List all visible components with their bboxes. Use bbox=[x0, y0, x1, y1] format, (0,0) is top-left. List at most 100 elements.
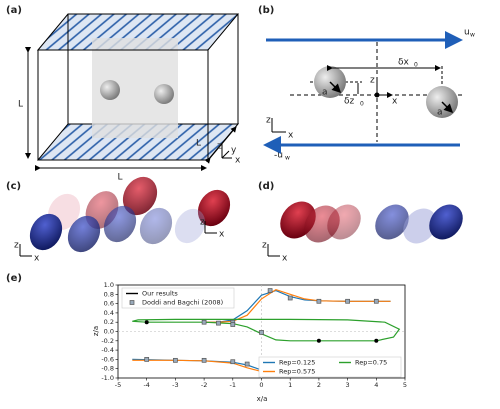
marker bbox=[230, 359, 236, 365]
marker bbox=[374, 338, 379, 343]
panel-label: (a) bbox=[6, 5, 22, 16]
marker bbox=[230, 322, 236, 327]
marker bbox=[316, 338, 321, 343]
axes-glyph bbox=[376, 80, 392, 95]
ellipsoid bbox=[122, 176, 158, 216]
x-axis-label: x/a bbox=[257, 395, 268, 403]
legend-box bbox=[121, 287, 235, 309]
axis-label: z bbox=[262, 241, 267, 251]
y-tick-label: 1.0 bbox=[104, 281, 114, 289]
wall-label: u bbox=[464, 28, 470, 38]
dz-label-sub: 0 bbox=[360, 101, 364, 108]
ellipsoid bbox=[429, 204, 463, 240]
marker bbox=[144, 357, 150, 362]
marker bbox=[216, 320, 221, 326]
marker bbox=[201, 357, 207, 363]
ellipsoid bbox=[403, 208, 437, 244]
dim-label: L bbox=[196, 139, 201, 149]
panel-a: (a) L L L z x y bbox=[6, 5, 241, 183]
axes-glyph bbox=[204, 221, 217, 234]
axis-label: z bbox=[217, 142, 222, 152]
ellipsoid bbox=[174, 208, 206, 244]
dim-label: L bbox=[117, 173, 122, 183]
axis-label: z bbox=[14, 241, 19, 251]
x-tick-label: 3 bbox=[346, 381, 350, 389]
y-tick-label: 0.6 bbox=[104, 300, 114, 308]
legend-label: Rep=0.125 bbox=[279, 359, 315, 367]
panel-label: (e) bbox=[6, 273, 22, 284]
marker bbox=[316, 298, 322, 304]
x-tick-label: -3 bbox=[172, 381, 178, 389]
axis-label: x bbox=[235, 156, 241, 166]
x-tick-label: -5 bbox=[115, 381, 121, 389]
dim-label: L bbox=[18, 100, 23, 110]
x-tick-label: 2 bbox=[317, 381, 321, 389]
ellipsoid bbox=[29, 213, 63, 251]
marker bbox=[244, 361, 250, 367]
radius bbox=[441, 101, 454, 114]
x-tick-label: 1 bbox=[288, 381, 292, 389]
panel-label: (d) bbox=[258, 181, 274, 192]
ellipsoid bbox=[375, 204, 409, 240]
panel-d: (d) z x bbox=[258, 181, 463, 264]
y-tick-label: -0.6 bbox=[101, 355, 114, 363]
wall-label: -u bbox=[274, 151, 283, 161]
axes-glyph bbox=[271, 118, 286, 133]
legend-swatch bbox=[129, 300, 135, 305]
panel-label: (c) bbox=[6, 181, 21, 192]
marker bbox=[373, 298, 379, 304]
radius-label: a bbox=[322, 88, 328, 98]
axis-label: x bbox=[392, 97, 398, 107]
dim-arrow bbox=[204, 126, 237, 164]
x-tick-label: -1 bbox=[230, 381, 236, 389]
panel-e: (e) x/a z/a -5 -4 -3 -2 -1 0 1 2 3 4 5 -1.0-0.8 -0.6… bbox=[6, 273, 407, 403]
ellipsoid bbox=[139, 207, 173, 245]
legend-label: Rep=0.75 bbox=[355, 359, 387, 367]
axis-label: y bbox=[231, 146, 237, 156]
ellipsoid bbox=[103, 205, 137, 243]
ellipsoid bbox=[327, 204, 361, 240]
wall-label-sub: w bbox=[285, 155, 290, 162]
ellipsoid bbox=[197, 189, 231, 227]
axis-label: x bbox=[282, 254, 288, 264]
axis-label: z bbox=[200, 218, 205, 228]
radius-label: a bbox=[437, 108, 443, 118]
marker bbox=[267, 288, 273, 293]
x-tick-label: -2 bbox=[201, 381, 207, 389]
axis-label: z bbox=[370, 76, 375, 86]
x-tick-label: 5 bbox=[403, 381, 407, 389]
legend-box bbox=[258, 356, 402, 378]
marker bbox=[144, 320, 149, 325]
radius bbox=[329, 81, 342, 94]
axis-label: x bbox=[219, 230, 225, 240]
marker bbox=[201, 319, 207, 325]
x-tick-label: 4 bbox=[374, 381, 378, 389]
sphere bbox=[154, 84, 174, 104]
wall-label-sub: w bbox=[470, 32, 475, 39]
dx-label: δx bbox=[398, 58, 410, 68]
axis-label: z bbox=[266, 116, 271, 126]
axes-glyph bbox=[221, 144, 232, 159]
y-tick-label: 0.0 bbox=[104, 328, 114, 336]
y-axis-label: z/a bbox=[92, 326, 100, 336]
y-tick-label: -0.2 bbox=[101, 337, 114, 345]
y-tick-label: -1.0 bbox=[101, 374, 114, 382]
dz-label: δz bbox=[344, 97, 355, 107]
y-tick-label: -0.8 bbox=[101, 365, 114, 373]
panel-c: (c) z x z x bbox=[6, 176, 231, 264]
legend-label: Doddi and Bagchi (2008) bbox=[142, 299, 223, 307]
y-tick-label: 0.8 bbox=[104, 290, 114, 298]
panel-b: (b) u w -u w a a δx 0 δz 0 z x z x bbox=[258, 5, 475, 162]
marker bbox=[287, 295, 293, 301]
marker bbox=[345, 298, 350, 304]
axes-glyph bbox=[19, 244, 32, 257]
axis-label: x bbox=[288, 131, 294, 141]
marker bbox=[173, 357, 178, 363]
dx-label-sub: 0 bbox=[414, 62, 418, 69]
y-tick-label: -0.4 bbox=[101, 346, 114, 354]
marker bbox=[259, 330, 264, 335]
x-tick-label: -4 bbox=[143, 381, 149, 389]
sphere bbox=[100, 80, 120, 100]
y-tick-label: 0.4 bbox=[104, 309, 114, 317]
